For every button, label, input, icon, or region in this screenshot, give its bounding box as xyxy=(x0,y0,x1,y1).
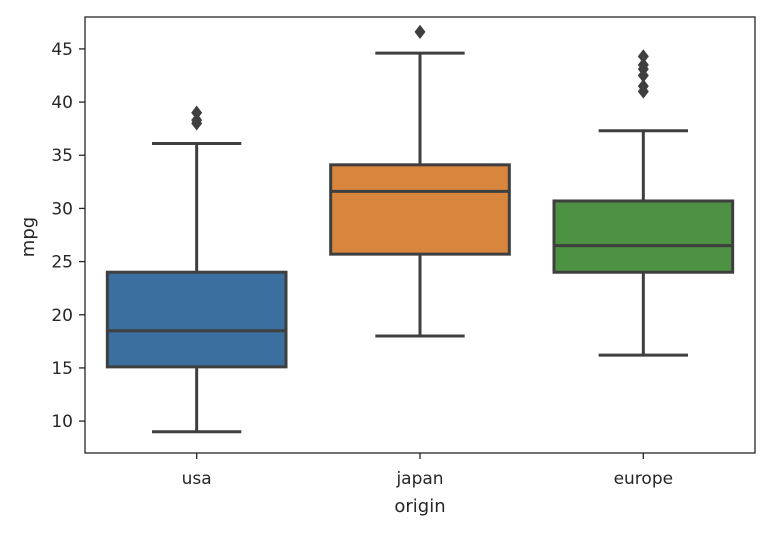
outlier-point xyxy=(191,113,203,128)
outlier-point xyxy=(637,57,649,73)
outlier-point xyxy=(414,24,426,40)
outlier-point xyxy=(637,49,649,64)
box-group-usa xyxy=(105,105,288,434)
iqr-box xyxy=(105,270,288,369)
x-axis: usa japan europe xyxy=(182,453,673,489)
y-axis-label: mpg xyxy=(18,217,39,257)
x-tick-label: japan xyxy=(395,469,443,489)
y-tick-label: 35 xyxy=(51,146,73,166)
outlier-point xyxy=(637,78,649,94)
y-tick-label: 30 xyxy=(51,199,73,219)
y-tick-label: 15 xyxy=(51,359,73,379)
iqr-box xyxy=(329,163,511,256)
x-tick-label: usa xyxy=(182,469,212,489)
x-tick-label: europe xyxy=(614,469,674,489)
y-tick-label: 20 xyxy=(51,306,73,326)
y-tick-label: 10 xyxy=(51,412,73,432)
x-axis-label: origin xyxy=(394,496,445,517)
y-axis: 10 15 20 25 30 35 40 45 xyxy=(51,40,85,432)
box-group-europe xyxy=(552,49,735,357)
y-tick-label: 25 xyxy=(51,253,73,273)
box-group-japan xyxy=(329,24,511,338)
y-tick-label: 45 xyxy=(51,40,73,60)
outlier-point xyxy=(191,105,203,120)
boxes-layer xyxy=(105,24,735,434)
y-tick-label: 40 xyxy=(51,93,73,113)
iqr-box xyxy=(552,199,735,274)
